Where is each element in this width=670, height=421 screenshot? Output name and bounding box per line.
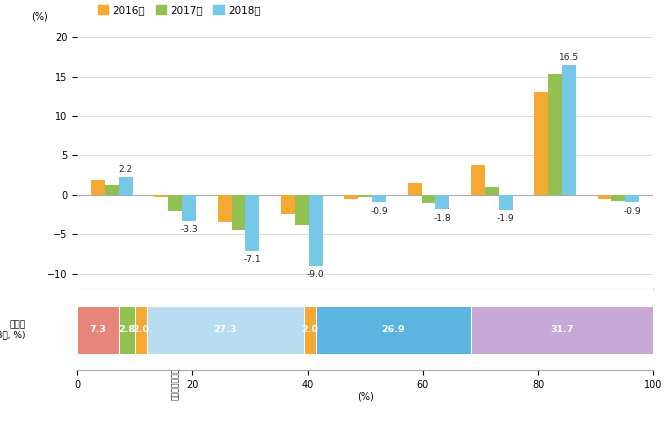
- Bar: [485, 187, 498, 195]
- Text: 2.0: 2.0: [133, 325, 149, 334]
- Text: 7.3: 7.3: [90, 325, 107, 334]
- Text: 2.2: 2.2: [119, 165, 133, 174]
- Bar: [598, 195, 612, 199]
- Bar: [498, 195, 513, 210]
- Bar: [612, 195, 625, 201]
- Y-axis label: 構成比
(2018年, %): 構成比 (2018年, %): [0, 320, 25, 340]
- Text: マスコミ四媒体（衛星メディア関連を含む）広告費: マスコミ四媒体（衛星メディア関連を含む）広告費: [171, 293, 180, 400]
- Text: -3.3: -3.3: [180, 225, 198, 234]
- Bar: [304, 306, 316, 354]
- Text: 2.0: 2.0: [302, 325, 318, 334]
- Bar: [295, 195, 309, 225]
- Bar: [168, 195, 182, 210]
- Text: 16.5: 16.5: [559, 53, 579, 62]
- Bar: [182, 195, 196, 221]
- Bar: [534, 93, 548, 195]
- Bar: [625, 195, 639, 202]
- Text: 衛星メディア関連: 衛星メディア関連: [487, 293, 496, 330]
- Text: 2.8: 2.8: [119, 325, 136, 334]
- Bar: [421, 195, 436, 203]
- Bar: [470, 306, 653, 354]
- Bar: [119, 178, 133, 195]
- Bar: [372, 195, 386, 202]
- Bar: [77, 306, 119, 354]
- Text: 26.9: 26.9: [381, 325, 405, 334]
- Bar: [471, 165, 485, 195]
- Text: -7.1: -7.1: [244, 255, 261, 264]
- Legend: 2016年, 2017年, 2018年: 2016年, 2017年, 2018年: [94, 1, 265, 19]
- Text: プロモーションメディア広告費: プロモーションメディア広告費: [614, 293, 623, 358]
- Text: 新聞: 新聞: [234, 293, 243, 302]
- Text: 地上波テレビ: 地上波テレビ: [424, 293, 433, 321]
- Text: -9.0: -9.0: [307, 269, 324, 279]
- Bar: [407, 183, 421, 195]
- Text: -1.9: -1.9: [497, 214, 515, 224]
- Bar: [316, 306, 470, 354]
- Bar: [344, 195, 358, 199]
- Text: ラジオ: ラジオ: [360, 293, 370, 307]
- Bar: [218, 195, 232, 222]
- Text: 31.7: 31.7: [550, 325, 574, 334]
- Bar: [147, 306, 304, 354]
- Text: 27.3: 27.3: [214, 325, 237, 334]
- Bar: [105, 184, 119, 195]
- Text: 雑誌: 雑誌: [297, 293, 306, 302]
- Text: インターネット広告費: インターネット広告費: [551, 293, 559, 339]
- Bar: [245, 195, 259, 251]
- Bar: [562, 65, 576, 195]
- Text: -0.9: -0.9: [624, 207, 641, 216]
- Bar: [548, 74, 562, 195]
- Bar: [281, 195, 295, 214]
- Bar: [135, 306, 147, 354]
- Bar: [91, 180, 105, 195]
- Bar: [309, 195, 323, 266]
- Bar: [154, 195, 168, 197]
- Bar: [119, 306, 135, 354]
- Text: 総広告費: 総広告費: [107, 293, 117, 312]
- Y-axis label: (%): (%): [31, 12, 48, 21]
- Text: -1.8: -1.8: [433, 214, 451, 223]
- Bar: [358, 195, 372, 197]
- Text: -0.9: -0.9: [371, 207, 388, 216]
- Bar: [436, 195, 450, 209]
- X-axis label: (%): (%): [357, 392, 374, 402]
- Bar: [232, 195, 245, 230]
